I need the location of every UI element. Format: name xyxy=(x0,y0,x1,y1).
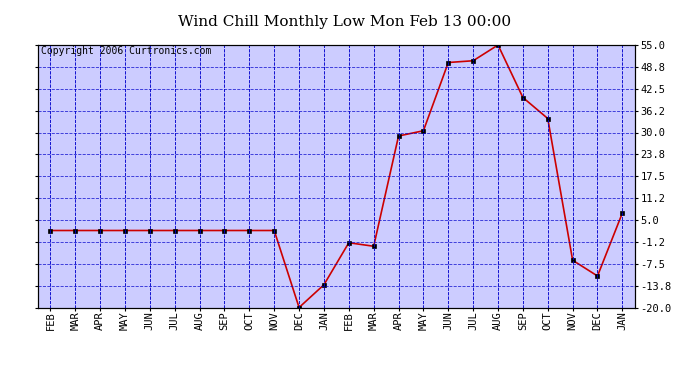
Text: Wind Chill Monthly Low Mon Feb 13 00:00: Wind Chill Monthly Low Mon Feb 13 00:00 xyxy=(179,15,511,29)
Text: Copyright 2006 Curtronics.com: Copyright 2006 Curtronics.com xyxy=(41,46,211,56)
